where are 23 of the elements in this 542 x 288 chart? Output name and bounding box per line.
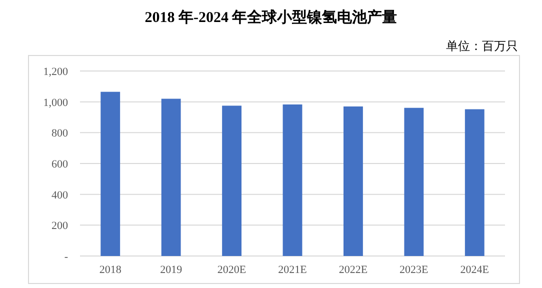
bar — [344, 106, 363, 256]
y-tick-label: 400 — [52, 189, 68, 202]
x-tick-label: 2020E — [217, 264, 246, 276]
x-tick-label: 2018 — [99, 264, 122, 276]
text: 单位：百万只 — [446, 39, 518, 53]
x-tick-label: 2023E — [400, 264, 429, 276]
y-tick-label: - — [64, 251, 68, 263]
x-tick-label: 2024E — [460, 264, 490, 276]
x-tick-label: 2019 — [160, 264, 183, 276]
bar — [282, 104, 302, 256]
x-tick-label: 2021E — [278, 264, 308, 276]
bar — [464, 109, 484, 256]
y-tick-label: 600 — [52, 158, 68, 170]
y-tick-label: 1,000 — [43, 96, 68, 109]
chart-title: 2018 年-2024 年全球小型镍氢电池产量 — [144, 9, 398, 26]
bar — [100, 92, 120, 256]
bar — [404, 108, 424, 256]
bar — [222, 106, 242, 256]
x-tick-label: 2022E — [338, 264, 368, 276]
bar — [161, 98, 181, 256]
y-tick-label: 200 — [52, 220, 68, 232]
y-tick-label: 800 — [52, 128, 68, 140]
y-tick-label: 1,200 — [43, 66, 68, 78]
